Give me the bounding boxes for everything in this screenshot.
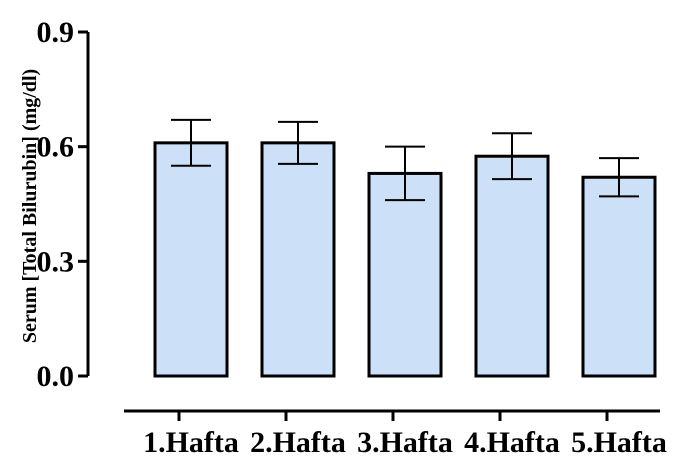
- x-axis: 1.Hafta 2.Hafta 3.Hafta 4.Hafta 5.Hafta: [124, 409, 667, 459]
- bar: [153, 141, 229, 378]
- error-bars: [171, 118, 639, 202]
- x-tick-label: 4.Hafta: [464, 426, 560, 459]
- bar: [367, 171, 443, 378]
- y-tick-label: 0.9: [37, 16, 75, 49]
- error-bar: [599, 157, 639, 198]
- x-tick-label: 2.Hafta: [250, 426, 346, 459]
- x-tick-label: 5.Hafta: [571, 426, 667, 459]
- x-tick-label: 3.Hafta: [357, 426, 453, 459]
- y-tick-label: 0.0: [37, 360, 75, 393]
- y-tick-label: 0.3: [37, 245, 75, 278]
- y-tick-label: 0.6: [37, 131, 75, 164]
- error-bar: [492, 132, 532, 181]
- error-bar: [278, 120, 318, 165]
- y-axis: 0.0 0.3 0.6 0.9: [37, 16, 90, 393]
- bar: [581, 175, 657, 378]
- y-axis-title: Serum [Total Bilurubin] (mg/dl): [19, 69, 41, 343]
- error-bar: [385, 145, 425, 202]
- bars: [153, 141, 657, 378]
- bar: [260, 141, 336, 378]
- error-bar: [171, 118, 211, 167]
- x-tick-label: 1.Hafta: [143, 426, 239, 459]
- bar: [474, 154, 550, 378]
